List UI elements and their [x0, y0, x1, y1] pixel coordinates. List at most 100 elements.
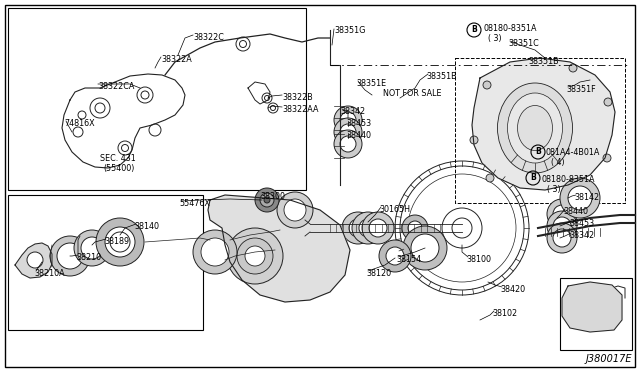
Polygon shape: [15, 243, 52, 278]
Circle shape: [227, 228, 283, 284]
Bar: [8, 195, 203, 330]
Ellipse shape: [497, 83, 573, 173]
Circle shape: [553, 217, 571, 235]
Text: 38102: 38102: [492, 309, 517, 318]
Circle shape: [379, 240, 411, 272]
Text: 38154: 38154: [396, 255, 421, 264]
Ellipse shape: [508, 93, 563, 163]
Text: 38351F: 38351F: [566, 85, 596, 94]
Circle shape: [603, 154, 611, 162]
Text: 38120: 38120: [366, 269, 391, 278]
Text: 38440: 38440: [346, 131, 371, 140]
Circle shape: [604, 98, 612, 106]
Text: 55476X: 55476X: [179, 199, 210, 208]
Circle shape: [386, 247, 404, 265]
Text: 38100: 38100: [466, 255, 491, 264]
Circle shape: [74, 230, 110, 266]
Text: 38142: 38142: [574, 193, 599, 202]
Circle shape: [193, 230, 237, 274]
Text: (55400): (55400): [103, 164, 134, 173]
Circle shape: [96, 218, 144, 266]
Circle shape: [568, 186, 592, 210]
Circle shape: [260, 193, 274, 207]
Text: 38453: 38453: [346, 119, 371, 128]
Text: 38140: 38140: [134, 222, 159, 231]
Text: 38351B: 38351B: [528, 57, 559, 66]
Polygon shape: [208, 195, 350, 302]
Text: ( 4): ( 4): [551, 158, 564, 167]
Text: 38322CA: 38322CA: [98, 82, 134, 91]
Circle shape: [340, 112, 356, 128]
Circle shape: [27, 252, 43, 268]
Circle shape: [50, 236, 90, 276]
Text: 38351G: 38351G: [334, 26, 365, 35]
Circle shape: [352, 212, 384, 244]
Text: 38453: 38453: [569, 219, 594, 228]
Circle shape: [342, 212, 374, 244]
Circle shape: [334, 130, 362, 158]
Circle shape: [553, 229, 571, 247]
Circle shape: [369, 219, 387, 237]
Text: 38351C: 38351C: [508, 39, 539, 48]
Circle shape: [334, 106, 362, 134]
Text: 38210: 38210: [76, 253, 101, 262]
Circle shape: [470, 136, 478, 144]
Text: 38322A: 38322A: [161, 55, 192, 64]
Text: ( 3): ( 3): [488, 34, 502, 43]
Circle shape: [340, 136, 356, 152]
Circle shape: [277, 192, 313, 228]
Circle shape: [349, 219, 367, 237]
Text: 74816X: 74816X: [64, 119, 95, 128]
Circle shape: [340, 124, 356, 140]
Circle shape: [334, 118, 362, 146]
Bar: [8, 8, 306, 190]
Text: 38189: 38189: [104, 237, 129, 246]
Circle shape: [402, 215, 428, 241]
Text: B: B: [471, 26, 477, 35]
Circle shape: [237, 238, 273, 274]
Circle shape: [362, 212, 394, 244]
Circle shape: [569, 179, 577, 187]
Circle shape: [245, 246, 265, 266]
Circle shape: [403, 226, 447, 270]
Circle shape: [264, 197, 270, 203]
Circle shape: [553, 205, 571, 223]
Text: 38210A: 38210A: [34, 269, 65, 278]
Bar: [560, 278, 632, 350]
Circle shape: [81, 237, 103, 259]
Circle shape: [560, 178, 600, 218]
Text: 38342: 38342: [569, 231, 594, 240]
Text: 38351B: 38351B: [426, 72, 456, 81]
Circle shape: [411, 234, 439, 262]
Text: 38300: 38300: [260, 192, 285, 201]
Text: SEC. 431: SEC. 431: [100, 154, 136, 163]
Circle shape: [201, 238, 229, 266]
Text: 38322C: 38322C: [193, 33, 224, 42]
Text: 38322B: 38322B: [282, 93, 313, 102]
Text: 38420: 38420: [500, 285, 525, 294]
Circle shape: [547, 199, 577, 229]
Circle shape: [483, 81, 491, 89]
Circle shape: [105, 227, 135, 257]
Text: 30165H: 30165H: [379, 205, 410, 214]
Text: 38342: 38342: [340, 107, 365, 116]
Circle shape: [547, 223, 577, 253]
Text: J380017E: J380017E: [586, 354, 632, 364]
Text: 08180-8351A: 08180-8351A: [483, 24, 536, 33]
Text: 38440: 38440: [563, 207, 588, 216]
Circle shape: [255, 188, 279, 212]
Text: ( 3): ( 3): [547, 185, 561, 194]
Text: NOT FOR SALE: NOT FOR SALE: [383, 89, 442, 98]
Circle shape: [486, 174, 494, 182]
Text: 38351E: 38351E: [356, 79, 386, 88]
Polygon shape: [472, 58, 615, 190]
Circle shape: [547, 211, 577, 241]
Polygon shape: [562, 282, 622, 332]
Text: 081A4-4B01A: 081A4-4B01A: [546, 148, 600, 157]
Circle shape: [359, 219, 377, 237]
Ellipse shape: [518, 106, 552, 151]
Text: 08180-8351A: 08180-8351A: [542, 175, 595, 184]
Circle shape: [408, 221, 422, 235]
Text: B: B: [535, 148, 541, 157]
Text: B: B: [530, 173, 536, 183]
